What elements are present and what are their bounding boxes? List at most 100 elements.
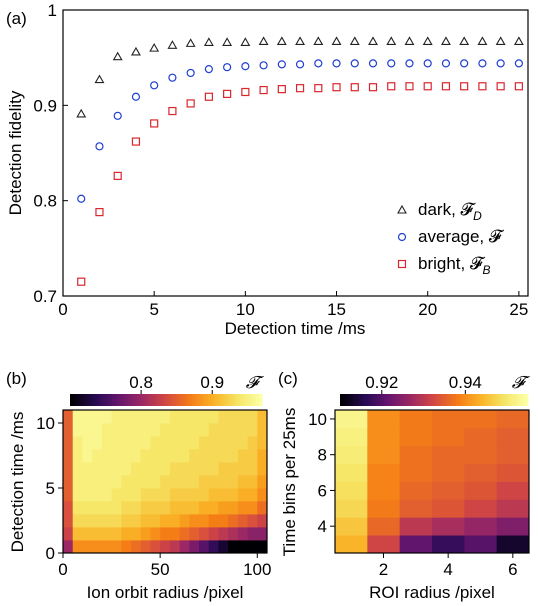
heatmap-cell [121, 449, 132, 463]
heatmap-cell [399, 535, 433, 554]
heatmap-cell [179, 501, 190, 515]
heatmap-cell [72, 436, 83, 450]
heatmap-cell [432, 427, 465, 447]
colorbar-segment [105, 394, 109, 406]
bright-point [259, 85, 268, 95]
heatmap-cell [496, 463, 530, 482]
panel-a-ytick-label: 0.8 [33, 192, 57, 211]
heatmap-cell [92, 423, 103, 437]
heatmap-cell [72, 475, 83, 489]
heatmap-cell [237, 501, 248, 515]
heatmap-cell [92, 527, 103, 541]
average-point [478, 59, 487, 68]
heatmap-cell [150, 527, 161, 541]
dark-point [203, 37, 214, 46]
colorbar-segment [239, 394, 244, 406]
panel-a-xtick-label: 10 [236, 300, 255, 319]
heatmap-cell [179, 410, 190, 424]
heatmap-cell [179, 540, 190, 554]
colorbar-segment [484, 394, 488, 406]
colorbar-label: 𝓕 [512, 373, 531, 392]
panel-a-xtick-label: 25 [509, 300, 528, 319]
colorbar-segment [255, 394, 260, 406]
colorbar-tick-label: 0.92 [365, 373, 398, 392]
dark-point [440, 36, 451, 46]
panel-c-plot: 0.92 0.94 𝓕 2 4 6 4 6 8 10 ROI radius /pixel Tim… [280, 373, 531, 602]
heatmap-cell [111, 488, 122, 502]
colorbar-segment [86, 394, 90, 406]
panel-a-legend: dark, 𝓕D average, 𝓕 bright, 𝓕B [397, 200, 505, 277]
heatmap-cell [63, 423, 74, 437]
heatmap-cell [189, 527, 200, 541]
colorbar-segment [421, 394, 426, 406]
heatmap-cell [218, 501, 229, 515]
heatmap-cell [63, 527, 74, 541]
heatmap-cell [335, 499, 368, 518]
colorbar-segment [118, 394, 122, 406]
heatmap-cell [237, 423, 248, 437]
colorbar-segment [178, 394, 183, 406]
panel-b-colorbar: 0.8 0.9 𝓕 [70, 373, 265, 406]
heatmap-cell [237, 462, 248, 476]
heatmap-cell [179, 514, 190, 528]
heatmap-cell [169, 436, 180, 450]
heatmap-cell [228, 488, 239, 502]
colorbar-segment [346, 394, 350, 406]
heatmap-cell [121, 488, 132, 502]
colorbar-segment [446, 394, 451, 406]
heatmap-cell [82, 488, 93, 502]
heatmap-cell [101, 514, 112, 528]
heatmap-cell [237, 436, 248, 450]
colorbar-segment [172, 394, 177, 406]
average-point [168, 73, 177, 82]
colorbar-segment [143, 394, 148, 406]
colorbar-segment [449, 394, 454, 406]
colorbar-segment [236, 394, 241, 406]
colorbar-segment [434, 394, 438, 406]
average-point [259, 61, 268, 70]
heatmap-cell [218, 449, 229, 463]
heatmap-cell [131, 488, 142, 502]
heatmap-cell [208, 527, 219, 541]
heatmap-cell [432, 535, 465, 554]
average-point [295, 60, 305, 69]
heatmap-cell [228, 527, 239, 541]
heatmap-cell [92, 540, 103, 554]
heatmap-cell [101, 501, 112, 515]
heatmap-cell [237, 514, 248, 528]
bright-point [95, 208, 104, 217]
heatmap-cell [82, 540, 93, 554]
dark-point [313, 36, 324, 46]
heatmap-cell [237, 488, 248, 502]
dark-point [477, 36, 488, 46]
colorbar-segment [496, 394, 501, 406]
colorbar-segment [210, 394, 215, 406]
colorbar-segment [383, 394, 388, 406]
heatmap-cell [82, 436, 93, 450]
heatmap-cell [464, 517, 498, 536]
heatmap-cell [399, 517, 433, 536]
heatmap-cell [247, 540, 258, 554]
heatmap-cell [464, 427, 498, 447]
colorbar-segment [191, 394, 196, 406]
heatmap-xtick-label: 50 [151, 560, 170, 579]
colorbar-tick-label: 0.9 [200, 373, 224, 392]
heatmap-cell [208, 475, 219, 489]
colorbar-segment [252, 394, 257, 406]
colorbar-label: 𝓕 [246, 373, 265, 392]
heatmap-cell [131, 449, 142, 463]
heatmap-cell [169, 488, 180, 502]
colorbar-segment [121, 394, 125, 406]
heatmap-cell [169, 462, 180, 476]
colorbar-segment [437, 394, 441, 406]
heatmap-cell [335, 463, 368, 482]
colorbar-segment [493, 394, 498, 406]
heatmap-cell [63, 475, 74, 489]
heatmap-cell [111, 540, 122, 554]
heatmap-cell [169, 540, 180, 554]
heatmap-cell [111, 462, 122, 476]
colorbar-segment [374, 394, 379, 406]
heatmap-cell [160, 514, 171, 528]
colorbar-segment [76, 394, 81, 406]
